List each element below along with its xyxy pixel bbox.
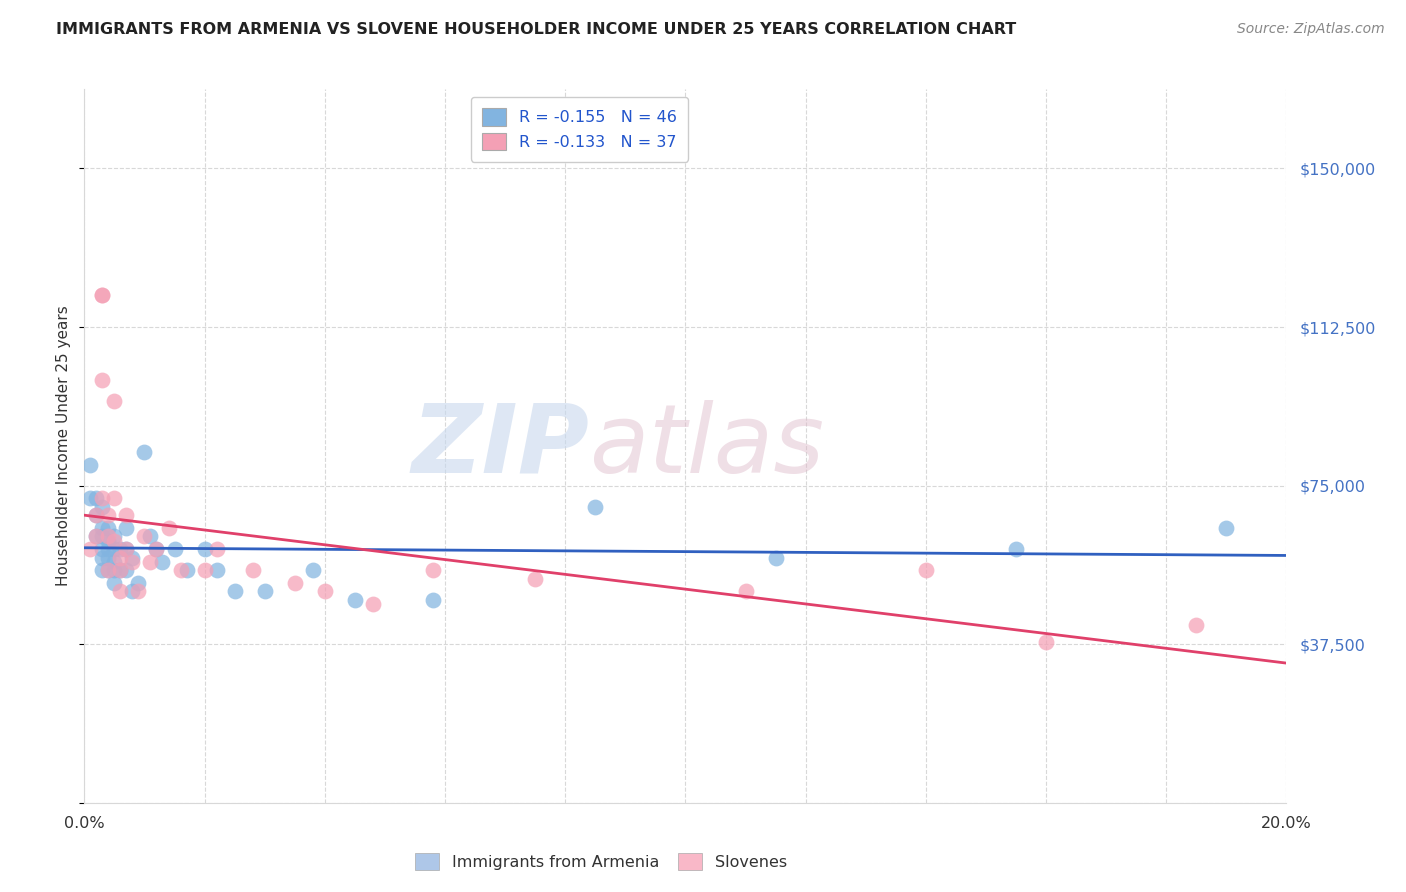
Text: atlas: atlas	[589, 400, 824, 492]
Point	[583, 500, 606, 514]
Point	[524, 572, 547, 586]
Point	[121, 584, 143, 599]
Point	[1215, 521, 1237, 535]
Point	[110, 563, 132, 577]
Point	[163, 542, 186, 557]
Point	[1005, 542, 1028, 557]
Point	[139, 555, 162, 569]
Point	[86, 508, 108, 523]
Point	[97, 533, 120, 548]
Point	[103, 542, 125, 557]
Point	[253, 584, 276, 599]
Point	[734, 584, 756, 599]
Text: ZIP: ZIP	[412, 400, 589, 492]
Point	[91, 373, 114, 387]
Point	[86, 508, 108, 523]
Point	[145, 542, 167, 557]
Point	[91, 288, 114, 302]
Point	[91, 491, 114, 506]
Point	[121, 555, 143, 569]
Legend: Immigrants from Armenia, Slovenes: Immigrants from Armenia, Slovenes	[409, 847, 794, 877]
Point	[91, 288, 114, 302]
Point	[115, 521, 138, 535]
Point	[301, 563, 323, 577]
Point	[115, 542, 138, 557]
Point	[110, 563, 132, 577]
Point	[110, 542, 132, 557]
Point	[134, 445, 156, 459]
Point	[103, 394, 125, 409]
Point	[194, 542, 217, 557]
Point	[361, 597, 384, 611]
Point	[97, 563, 120, 577]
Point	[115, 542, 138, 557]
Point	[103, 555, 125, 569]
Point	[86, 529, 108, 543]
Point	[91, 529, 114, 543]
Point	[97, 508, 120, 523]
Point	[91, 542, 114, 557]
Point	[422, 592, 444, 607]
Point	[91, 550, 114, 565]
Point	[86, 491, 108, 506]
Point	[110, 550, 132, 565]
Point	[97, 550, 120, 565]
Point	[152, 555, 174, 569]
Point	[103, 533, 125, 548]
Point	[284, 575, 307, 590]
Point	[1185, 618, 1208, 632]
Point	[91, 521, 114, 535]
Point	[176, 563, 198, 577]
Point	[134, 529, 156, 543]
Point	[157, 521, 180, 535]
Point	[765, 550, 787, 565]
Point	[115, 508, 138, 523]
Point	[97, 542, 120, 557]
Point	[110, 584, 132, 599]
Point	[169, 563, 191, 577]
Point	[205, 563, 228, 577]
Point	[97, 521, 120, 535]
Point	[145, 542, 167, 557]
Point	[205, 542, 228, 557]
Point	[343, 592, 366, 607]
Text: Source: ZipAtlas.com: Source: ZipAtlas.com	[1237, 22, 1385, 37]
Point	[79, 491, 101, 506]
Point	[915, 563, 938, 577]
Point	[194, 563, 217, 577]
Point	[91, 563, 114, 577]
Point	[422, 563, 444, 577]
Point	[139, 529, 162, 543]
Point	[224, 584, 246, 599]
Point	[79, 458, 101, 472]
Point	[314, 584, 336, 599]
Point	[115, 563, 138, 577]
Point	[1035, 635, 1057, 649]
Point	[103, 529, 125, 543]
Point	[242, 563, 264, 577]
Point	[97, 529, 120, 543]
Point	[103, 563, 125, 577]
Point	[91, 500, 114, 514]
Point	[103, 491, 125, 506]
Y-axis label: Householder Income Under 25 years: Householder Income Under 25 years	[56, 306, 72, 586]
Text: IMMIGRANTS FROM ARMENIA VS SLOVENE HOUSEHOLDER INCOME UNDER 25 YEARS CORRELATION: IMMIGRANTS FROM ARMENIA VS SLOVENE HOUSE…	[56, 22, 1017, 37]
Point	[127, 575, 149, 590]
Point	[103, 575, 125, 590]
Point	[97, 563, 120, 577]
Point	[121, 550, 143, 565]
Point	[86, 529, 108, 543]
Point	[127, 584, 149, 599]
Point	[79, 542, 101, 557]
